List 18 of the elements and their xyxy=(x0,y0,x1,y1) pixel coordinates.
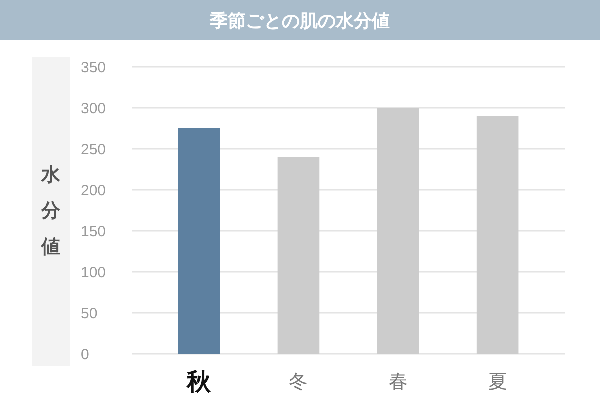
y-tick-label: 300 xyxy=(81,100,106,118)
bar xyxy=(178,128,220,354)
x-tick-label: 春 xyxy=(388,372,408,393)
y-tick-label: 150 xyxy=(81,224,106,240)
bar xyxy=(377,108,420,354)
y-tick-label: 350 xyxy=(81,60,106,76)
bar xyxy=(476,116,519,354)
y-tick-label: 0 xyxy=(81,346,90,364)
bar xyxy=(278,157,320,354)
y-tick-label: 50 xyxy=(81,306,98,322)
y-tick-label: 200 xyxy=(81,182,106,200)
chart-title: 季節ごとの肌の水分値 xyxy=(209,11,390,31)
x-tick-label: 夏 xyxy=(488,372,508,393)
y-tick-label: 100 xyxy=(81,264,106,282)
y-tick-label: 250 xyxy=(81,142,106,158)
x-tick-label: 秋 xyxy=(186,369,212,396)
y-axis-title: 水分値 xyxy=(40,164,62,258)
x-tick-label: 冬 xyxy=(289,372,308,393)
